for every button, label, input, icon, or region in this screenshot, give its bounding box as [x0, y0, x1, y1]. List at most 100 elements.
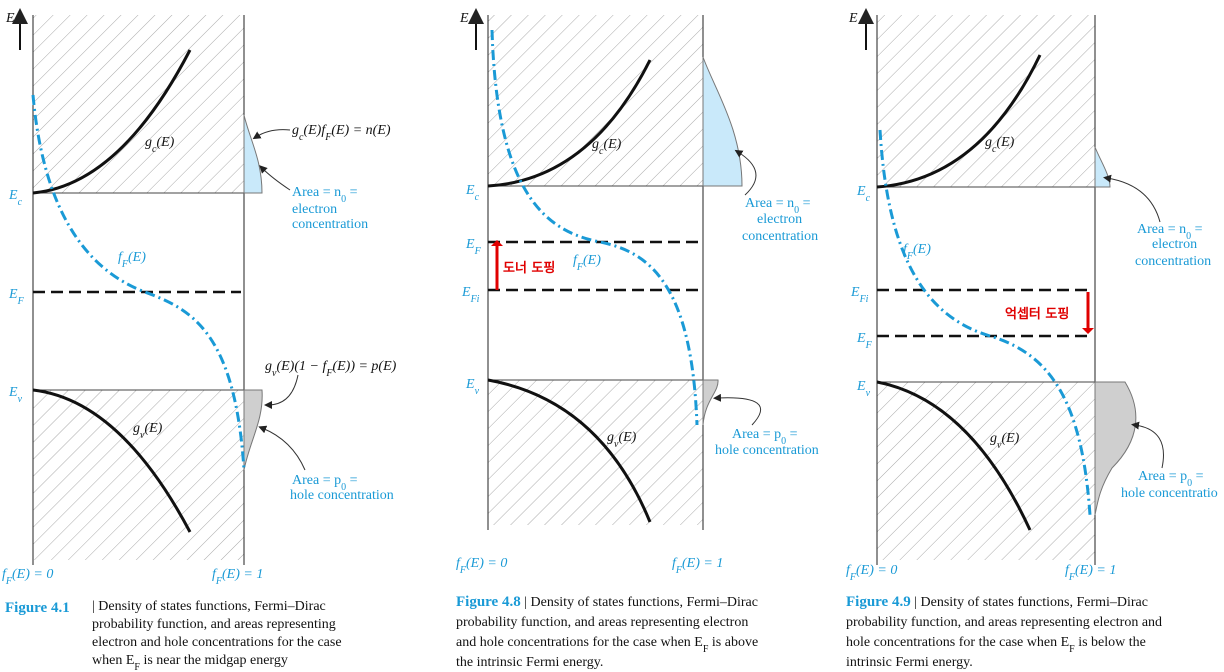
text-part: f	[456, 556, 462, 571]
text-part: E	[465, 377, 475, 392]
pointer	[1103, 174, 1161, 223]
text-part: is below the	[1075, 635, 1146, 650]
gc-label: gc(E)	[985, 135, 1015, 155]
figure-number: Figure 4.1	[5, 600, 70, 616]
text-part: (E)	[583, 253, 601, 268]
hole-conc-label: hole concentratio	[1121, 486, 1218, 501]
Ev-label: Ev	[465, 377, 480, 397]
caption-line: electron and hole concentrations for the…	[92, 635, 342, 650]
subscript: 0	[341, 194, 346, 205]
subscript: F	[121, 259, 129, 270]
text-part: (E) = 0	[856, 563, 897, 578]
text-part: g	[592, 137, 599, 152]
subscript: v	[140, 430, 145, 441]
doping-label: 억셉터 도핑	[1005, 306, 1069, 322]
f0-label: fF(E) = 0	[2, 567, 53, 587]
text-part: E	[8, 287, 18, 302]
subscript: F	[1069, 644, 1075, 655]
text-part: g	[265, 359, 272, 374]
text-part: (E)	[128, 250, 146, 265]
subscript: F	[17, 296, 25, 307]
EFi-label: EFi	[850, 285, 869, 305]
doping-arrowhead	[491, 240, 503, 246]
subscript: Fi	[859, 294, 869, 305]
text-part: (E) = 1	[222, 567, 263, 582]
text-part: Area = p	[292, 473, 341, 488]
gv-label: gv(E)	[133, 421, 163, 441]
text-part: =	[346, 185, 358, 200]
area-p-label: Area = p0 =	[292, 473, 358, 493]
caption-line: the intrinsic Fermi energy.	[456, 655, 603, 670]
EF-label: EF	[856, 331, 873, 351]
subscript: v	[614, 439, 619, 450]
subscript: v	[866, 388, 871, 399]
fF-label: fF(E)	[903, 242, 931, 262]
fermi-function	[878, 129, 1092, 516]
text-part: is near the midgap energy	[140, 653, 288, 668]
fF-label: fF(E)	[573, 253, 601, 273]
subscript: F	[474, 246, 482, 257]
gv-label: gv(E)	[607, 430, 637, 450]
subscript: F	[703, 644, 709, 655]
conduction-hatch	[33, 15, 244, 193]
caption-line: Figure 4.1	[5, 600, 70, 616]
valence-hatch	[488, 380, 703, 525]
text-part: (E) = n(E)	[331, 123, 391, 138]
electron-conc-label: concentration	[292, 217, 368, 232]
text-part: (E)(1 − f	[276, 359, 328, 374]
text-part: E	[465, 183, 475, 198]
figure-number: Figure 4.9	[846, 594, 911, 610]
caption-text: | Density of states functions, Fermi–Dir…	[911, 595, 1148, 610]
axis-label: E	[848, 11, 858, 26]
text-part: g	[990, 431, 997, 446]
text-part: E	[8, 188, 18, 203]
text-part: g	[145, 135, 152, 150]
text-part: =	[799, 196, 811, 211]
text-part: hole concentrations for the case when E	[846, 635, 1069, 650]
gv-curve	[487, 378, 652, 523]
Ec-label: Ec	[856, 184, 871, 204]
subscript: 0	[1186, 231, 1191, 242]
gc-curve	[876, 54, 1042, 189]
caption-line: probability function, and areas represen…	[456, 615, 748, 630]
hole-area	[702, 379, 719, 426]
f1-label: fF(E) = 1	[1065, 563, 1116, 583]
pointer	[713, 393, 762, 426]
subscript: F	[324, 132, 332, 143]
text-part: E	[461, 285, 471, 300]
Ev-label: Ev	[8, 385, 23, 405]
EFi-label: EFi	[461, 285, 480, 305]
subscript: c	[866, 193, 871, 204]
text-part: f	[212, 567, 218, 582]
subscript: 0	[1187, 478, 1192, 489]
text-part: f	[672, 556, 678, 571]
text-part: =	[346, 473, 358, 488]
pointer	[252, 129, 291, 140]
text-part: E	[8, 385, 18, 400]
hole-conc-label: hole concentration	[715, 443, 819, 458]
text-part: =	[1191, 222, 1203, 237]
subscript: v	[272, 368, 277, 379]
text-part: Area = n	[292, 185, 341, 200]
subscript: c	[475, 192, 480, 203]
text-part: (E)	[603, 137, 621, 152]
subscript: F	[134, 662, 140, 672]
gc-label: gc(E)	[145, 135, 175, 155]
caption-line: intrinsic Fermi energy.	[846, 655, 973, 670]
subscript: c	[992, 144, 997, 155]
gc-curve	[487, 59, 652, 188]
text-part: E	[856, 331, 866, 346]
gv-curve	[876, 380, 1032, 531]
text-part: f	[573, 253, 579, 268]
caption-line: hole concentrations for the case when EF…	[846, 635, 1146, 655]
electron-conc-label: concentration	[1135, 254, 1211, 269]
pointer	[258, 425, 306, 471]
area-n-label: Area = n0 =	[745, 196, 811, 216]
subscript: F	[849, 572, 857, 583]
electron-label: electron	[292, 202, 337, 217]
subscript: v	[475, 386, 480, 397]
subscript: c	[299, 132, 304, 143]
subscript: c	[18, 197, 23, 208]
gv-curve	[32, 388, 192, 533]
